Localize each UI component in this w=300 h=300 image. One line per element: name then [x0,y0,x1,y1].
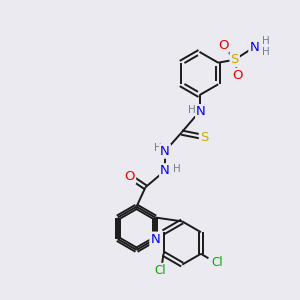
Text: N: N [160,164,170,177]
Text: N: N [160,145,170,158]
Text: N: N [150,232,160,246]
Text: S: S [200,130,208,144]
Text: N: N [249,40,259,54]
Text: H: H [262,36,269,46]
Text: N: N [196,105,206,118]
Text: H: H [188,105,196,115]
Text: Cl: Cl [212,256,223,269]
Text: O: O [125,170,135,183]
Text: S: S [230,53,239,66]
Text: O: O [232,69,243,82]
Text: H: H [172,164,180,174]
Text: H: H [154,142,161,153]
Text: H: H [262,46,269,57]
Text: O: O [218,39,229,52]
Text: Cl: Cl [155,264,166,277]
